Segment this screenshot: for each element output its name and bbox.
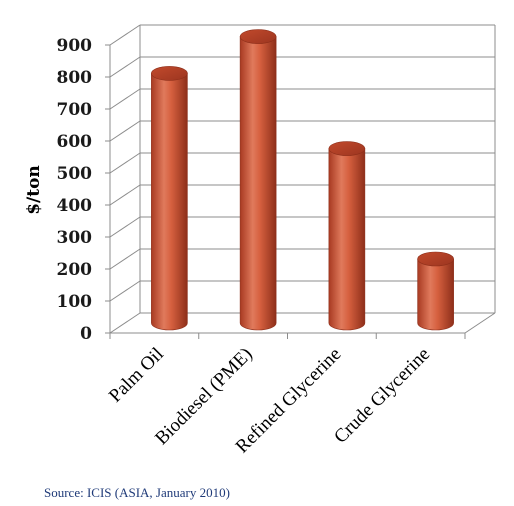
bars: [151, 29, 454, 331]
bar-top: [239, 29, 277, 44]
x-tick-label: Palm Oil: [105, 344, 168, 407]
bar: [239, 29, 277, 331]
bar: [328, 141, 366, 331]
floor-edge: [464, 312, 496, 334]
y-tick-label: 800: [57, 68, 93, 88]
axes: [105, 25, 496, 339]
x-tick-label: Crude Glycerine: [330, 344, 434, 448]
gridline-side: [109, 24, 141, 46]
bar-body: [151, 73, 188, 331]
gridline-side: [109, 88, 141, 110]
gridline-side: [109, 56, 141, 78]
y-tick-label: 700: [57, 100, 93, 120]
bar: [417, 251, 454, 331]
bar: [151, 66, 188, 331]
gridline-side: [109, 184, 141, 206]
y-tick-label: 600: [57, 132, 93, 152]
gridline-side: [109, 248, 141, 270]
bar-top: [328, 141, 366, 156]
gridline-side: [109, 152, 141, 174]
gridline-side: [109, 312, 141, 334]
gridline-side: [109, 216, 141, 238]
bar-body: [417, 258, 454, 331]
y-tick-labels: 0 100 200 300 400 500 600 700 800 900: [57, 36, 93, 344]
y-tick-label: 500: [57, 164, 93, 184]
bar-body: [239, 36, 277, 331]
gridline-side: [109, 280, 141, 302]
y-tick-label: 100: [57, 292, 93, 312]
y-axis-label: $/ton: [24, 165, 44, 215]
y-tick-label: 400: [57, 196, 93, 216]
gridline-side: [109, 120, 141, 142]
y-tick-label: 900: [57, 36, 93, 56]
bar-body: [328, 148, 366, 331]
y-tick-label: 300: [57, 228, 93, 248]
bar-top: [151, 66, 188, 81]
y-tick-label: 0: [80, 324, 92, 344]
source-note: Source: ICIS (ASIA, January 2010): [44, 485, 230, 500]
gridlines: [109, 24, 495, 334]
bar-top: [417, 251, 454, 267]
y-tick-label: 200: [57, 260, 93, 280]
